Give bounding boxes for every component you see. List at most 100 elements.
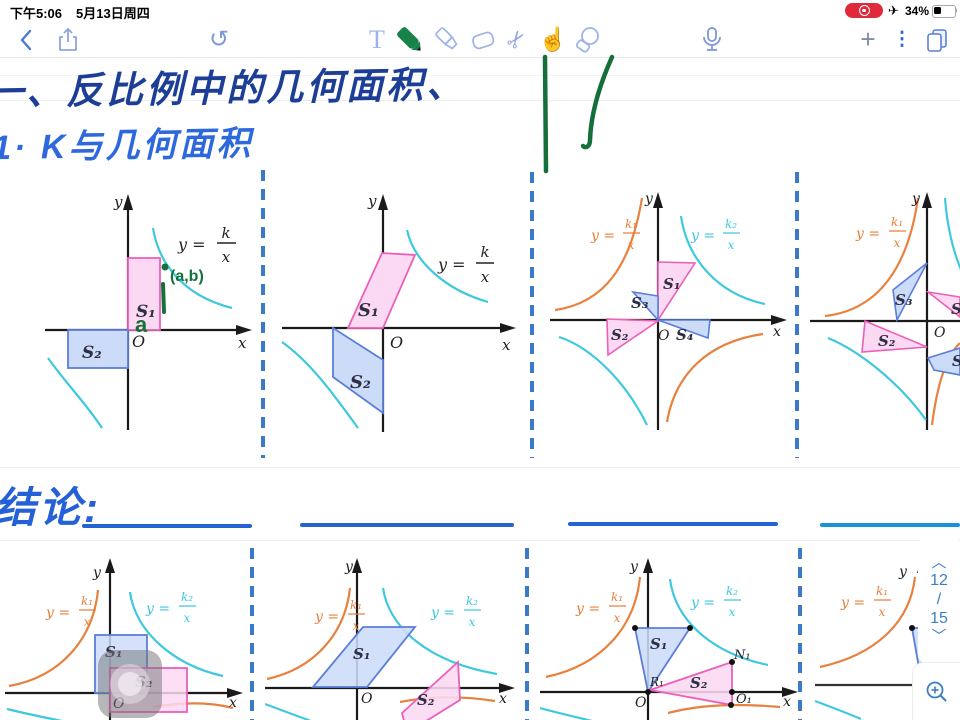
label-s1-partial: S [951,300,960,318]
svg-text:x: x [222,248,231,266]
svg-text:k₂: k₂ [466,594,478,608]
assistive-touch-button[interactable] [98,650,162,718]
label-origin: O [934,325,946,341]
share-button[interactable] [54,22,82,57]
pointing-hand-icon: ☝ [538,26,568,52]
label-y: y [644,191,654,207]
hand-tool-button[interactable]: ☝ [538,22,568,57]
label-s2: S₂ [878,332,896,350]
formula-orange: y = k₁ x [575,590,626,625]
svg-text:y =: y = [855,226,880,242]
text-tool-icon: T [369,24,385,54]
label-n1: N₁ [733,648,751,663]
highlighter-icon [435,26,458,49]
page-separator: / [936,591,942,608]
eraser-icon [472,31,495,49]
region-s2 [606,318,661,357]
label-y: y [629,559,639,575]
share-icon [59,27,77,51]
battery-percent: 34% [905,4,930,18]
page-up-button[interactable]: ︿ [931,554,947,571]
axes [810,192,960,430]
page-current: 12 [930,572,948,589]
laser-pointer-tool-button[interactable] [572,22,604,57]
label-s1: S₁ [650,635,667,653]
dashed-divider [250,548,254,720]
pen-tool-button[interactable] [394,22,426,57]
pages-overview-button[interactable] [922,22,952,57]
svg-text:x: x [628,238,635,252]
diagram-4-triangles-cut: S₃ S₂ S S O y y = k₁ x [810,191,960,430]
svg-text:x: x [729,605,736,619]
label-x: x [502,336,511,354]
svg-text:y =: y = [590,228,615,244]
region-s2 [332,326,384,415]
label-s1: S₁ [663,275,680,293]
blank-underline [820,523,960,527]
zoom-magnifier-button[interactable] [912,662,960,720]
svg-text:k₂: k₂ [181,590,193,604]
formula-cyan: y = k₂ x [690,584,741,619]
svg-text:y =: y = [575,601,600,617]
label-x: x [499,691,507,707]
add-page-button[interactable]: + [854,22,882,57]
eraser-tool-button[interactable] [468,22,498,57]
region-s2 [67,329,129,369]
undo-icon: ↺ [208,26,230,53]
toolbar: ↺ T [0,22,960,58]
microphone-icon [703,26,721,51]
blank-underline [568,522,778,526]
text-tool-button[interactable]: T [364,22,390,57]
more-dots-icon: ⋮ [892,29,912,50]
label-r1: R₁ [649,675,664,689]
region-s1-partial [925,290,960,319]
formula-y-k-x: y = k x [177,224,236,266]
page-down-button[interactable]: ﹀ [931,628,947,645]
label-s2: S₂ [611,326,629,344]
diagram-2-parallelograms: S₁ S₂ O x y y = k x [281,192,516,432]
highlighter-tool-button[interactable] [432,22,464,57]
formula-orange: y = k₁ x [840,584,891,619]
handwritten-conclusion-label: 结论: [0,484,101,531]
label-x: x [229,695,237,711]
label-s1: S₁ [353,645,370,663]
region-s3 [892,262,928,323]
svg-text:y =: y = [314,609,339,625]
label-s4-partial: S [952,352,960,370]
svg-text:y =: y = [840,595,865,611]
svg-text:k₁: k₁ [891,215,903,229]
back-button[interactable] [14,22,38,57]
region-s1 [657,261,697,323]
axes [282,194,516,432]
label-x: x [773,324,781,340]
formula-orange: y = k₁ x [314,598,365,633]
green-pen-marks [542,54,615,174]
hyperbola-curves [47,227,233,429]
microphone-button[interactable] [698,22,726,57]
more-options-button[interactable]: ⋮ [890,22,914,57]
page-indicator-panel: ︿ 12 / 15 ﹀ [918,536,960,664]
region-s4 [657,319,711,340]
svg-text:y =: y = [690,595,715,611]
diagram-6-parallelograms: S₁ S₂ O x y y = k₁ x y = k₂ x [265,558,515,720]
label-s2: S₂ [690,674,708,692]
region-s1 [127,257,161,331]
magnifier-plus-icon [926,681,947,702]
cyan-hyperbola [558,215,766,426]
svg-text:k₁: k₁ [350,598,362,612]
svg-text:k₂: k₂ [726,584,738,598]
label-origin: O [658,328,670,344]
label-s3: S₃ [631,294,649,312]
label-s2: S₂ [350,372,371,393]
formula-orange: y = k₁ x [45,594,96,629]
svg-text:y =: y = [45,605,70,621]
label-s2: S₂ [82,343,102,363]
status-time: 下午5:06 [10,6,63,21]
label-s1: S₁ [136,302,156,322]
svg-text:x: x [184,611,191,625]
undo-button[interactable]: ↺ [205,22,233,57]
svg-text:x: x [84,615,91,629]
ruled-line [0,75,960,76]
screen-recording-indicator[interactable] [845,3,883,18]
page-total: 15 [930,610,948,627]
